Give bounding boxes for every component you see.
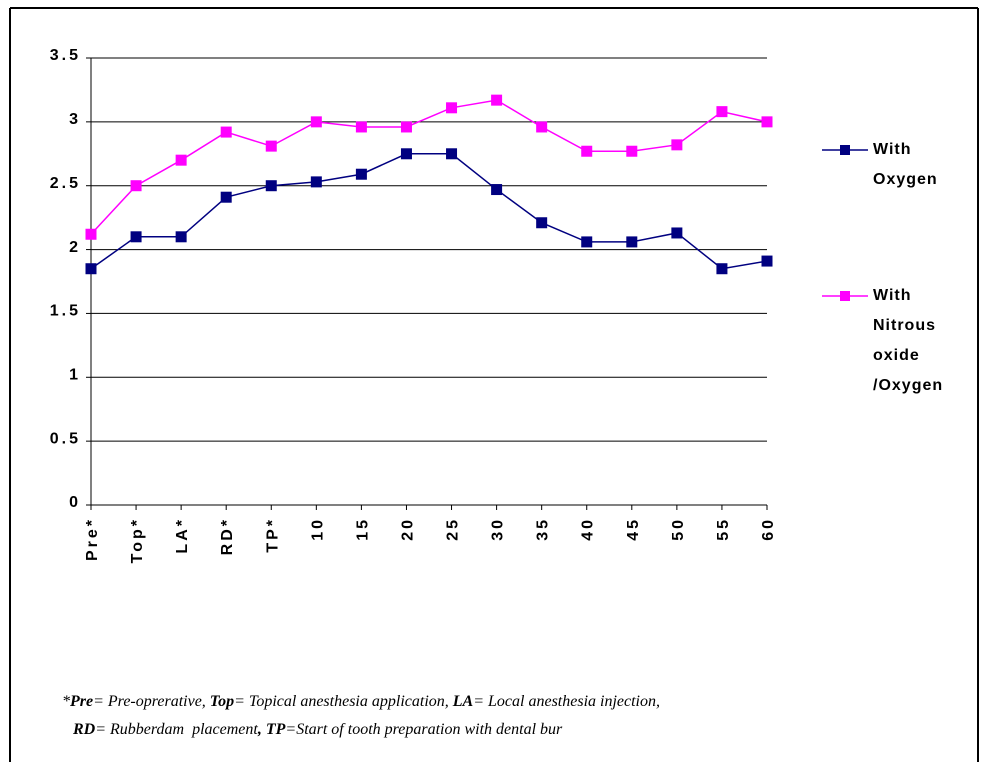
footnote-text: = Pre-oprerative, (93, 693, 210, 710)
point (536, 121, 548, 133)
x-tick-label: TP* (264, 517, 281, 553)
x-tick-label: Top* (129, 517, 146, 563)
y-tick-label: 1 (69, 367, 81, 384)
footnote-text: = Local anesthesia injection, (473, 693, 660, 710)
legend-marker (840, 145, 850, 155)
point (446, 102, 458, 114)
x-tick-label: 45 (625, 517, 642, 541)
point (175, 154, 187, 166)
x-tick-label: 25 (445, 517, 462, 541)
point (491, 184, 503, 196)
point (761, 255, 773, 267)
legend-marker (840, 291, 850, 301)
x-tick-label: Pre* (84, 517, 101, 561)
point (175, 231, 187, 243)
point (581, 236, 593, 248)
x-tick-label: 50 (670, 517, 687, 541)
footnote-term: LA (452, 693, 474, 710)
footnote-text: = Rubberdam placement (95, 721, 258, 738)
point (355, 168, 367, 180)
legend-label: With Oxygen (873, 141, 938, 188)
point (400, 148, 412, 160)
point (400, 121, 412, 133)
x-tick-label: LA* (174, 517, 191, 554)
y-tick-label: 2.5 (50, 175, 81, 192)
footnote-line: *Pre= Pre-oprerative, Top= Topical anest… (62, 693, 660, 711)
point (265, 180, 277, 192)
point (671, 139, 683, 151)
y-tick-label: 3.5 (50, 47, 81, 64)
point (265, 140, 277, 152)
x-tick-label: 10 (309, 517, 326, 541)
series (85, 94, 773, 240)
point (716, 263, 728, 275)
point (581, 145, 593, 157)
grid: 0 0.5 1 1.5 2 2.5 3 3.5 Pre* Top* LA* RD* TP* 10 15 20 2… (50, 47, 777, 563)
point (446, 148, 458, 160)
point (626, 145, 638, 157)
series (85, 148, 773, 275)
footnote-text: = Topical anesthesia application, (234, 693, 453, 710)
point (220, 126, 232, 138)
point (220, 191, 232, 203)
footnote-term: Top (209, 693, 235, 710)
x-tick-label: 60 (760, 517, 777, 541)
footnote-mark: * (62, 693, 70, 710)
point (626, 236, 638, 248)
point (355, 121, 367, 133)
footnote-text: =Start of tooth preparation with dental … (285, 721, 563, 738)
y-tick-label: 1.5 (50, 303, 81, 320)
point (716, 106, 728, 118)
point (85, 263, 97, 275)
y-tick-label: 0 (69, 494, 81, 511)
point (536, 217, 548, 229)
y-tick-label: 3 (69, 111, 81, 128)
footnote-term: , TP (257, 721, 286, 738)
footnote-term: Pre (70, 693, 94, 710)
footnote-term: RD (73, 721, 96, 738)
plot (85, 94, 868, 301)
x-tick-label: 40 (580, 517, 597, 541)
point (310, 116, 322, 128)
legend-label: With Nitrous oxide /Oxygen (873, 287, 944, 394)
point (761, 116, 773, 128)
x-tick-label: RD* (219, 517, 236, 555)
x-tick-label: 15 (354, 517, 371, 541)
point (130, 231, 142, 243)
footnote-line: RD= Rubberdam placement, TP=Start of too… (73, 721, 562, 739)
y-tick-label: 2 (69, 239, 81, 256)
series-line (90, 99, 768, 235)
series-line (90, 153, 768, 270)
x-tick-label: 20 (399, 517, 416, 541)
y-tick-label: 0.5 (50, 430, 81, 447)
point (130, 180, 142, 192)
point (310, 176, 322, 188)
point (671, 227, 683, 239)
x-tick-label: 55 (715, 517, 732, 541)
point (491, 94, 503, 106)
point (85, 228, 97, 240)
x-tick-label: 30 (490, 517, 507, 541)
x-tick-label: 35 (535, 517, 552, 541)
